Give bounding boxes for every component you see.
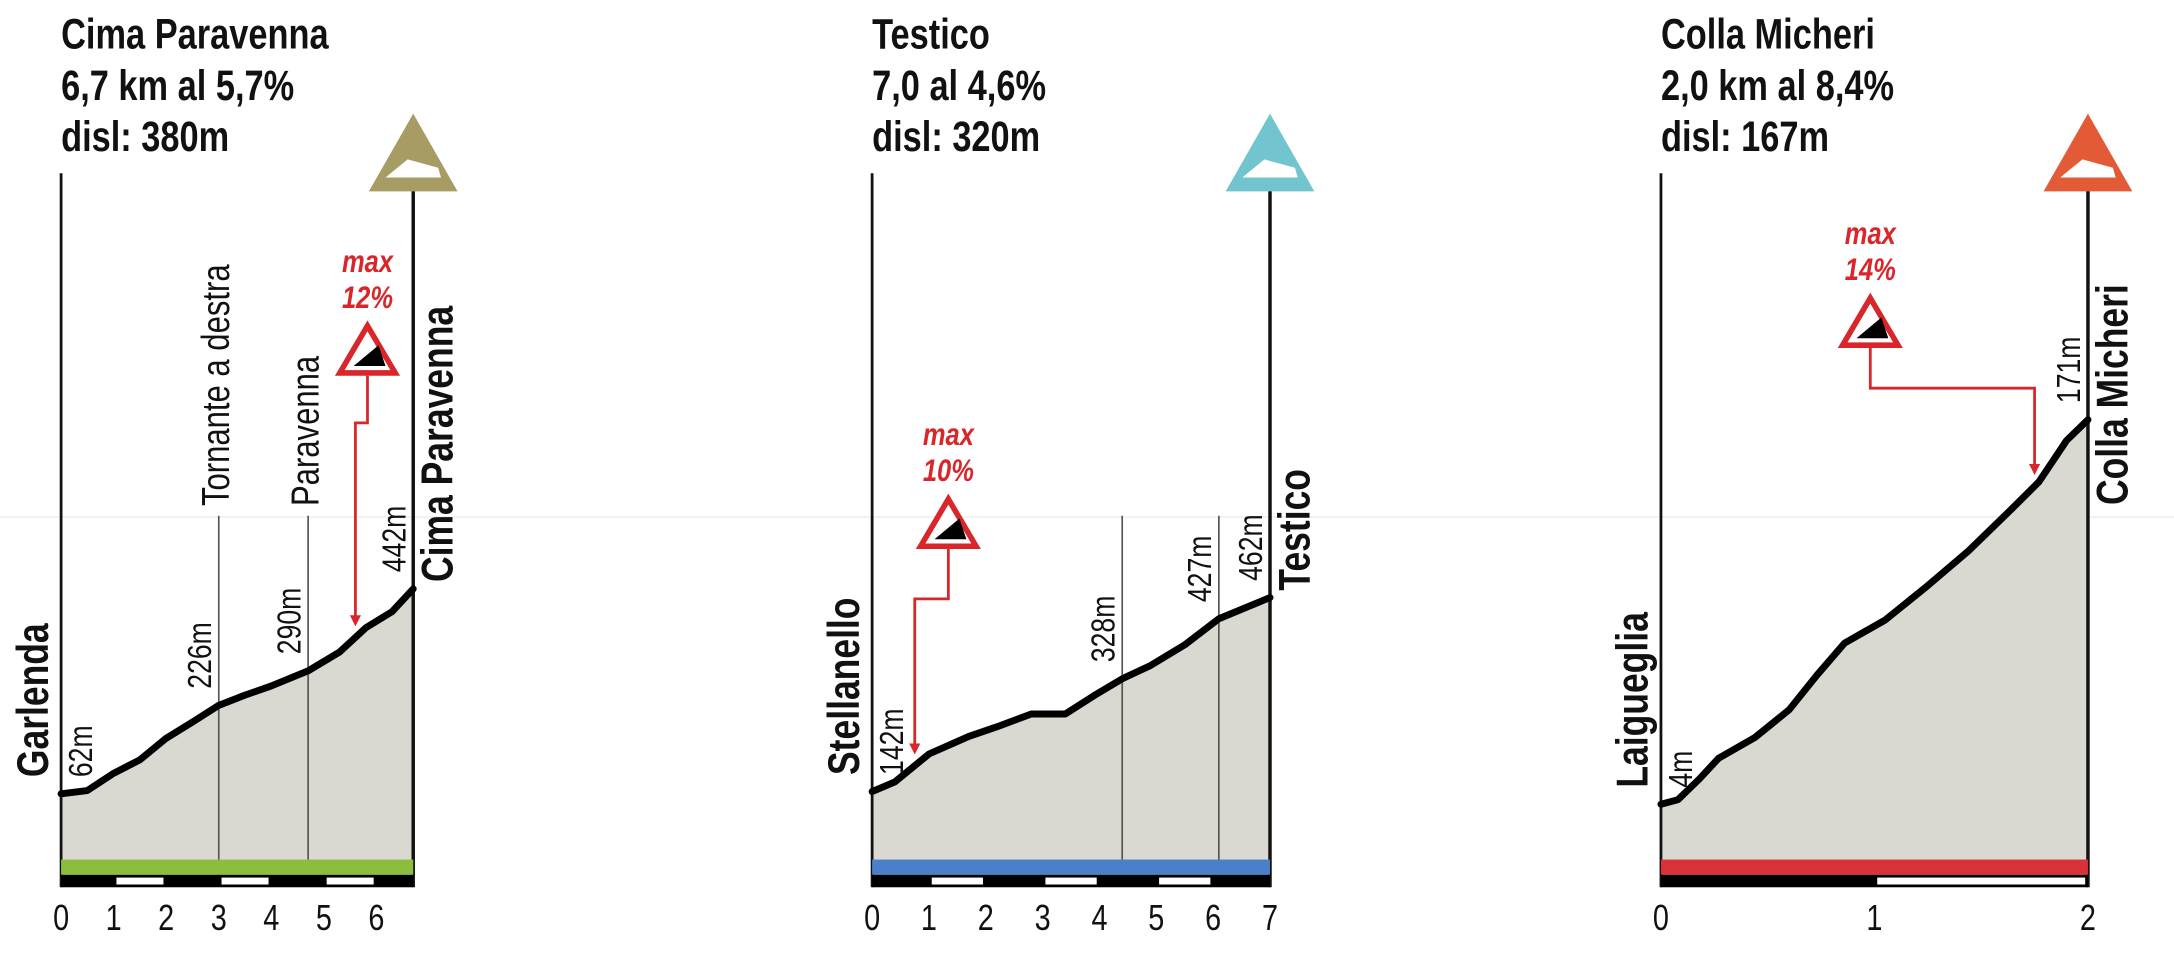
climb-title: Testico xyxy=(872,11,990,58)
summit-icon-road xyxy=(385,159,441,178)
x-tick-label: 3 xyxy=(1035,897,1051,938)
climb-subtitle: 2,0 km al 8,4% xyxy=(1661,62,1894,109)
profile-area xyxy=(872,597,1270,860)
x-tick-label: 3 xyxy=(211,897,227,938)
summit-icon xyxy=(1225,113,1315,192)
scale-segment xyxy=(1877,877,2086,885)
climb-subtitle: disl: 167m xyxy=(1661,114,1829,161)
x-tick-label: 4 xyxy=(263,897,279,938)
elevation-label: 4m xyxy=(1663,751,1699,788)
elevation-label: 427m xyxy=(1182,536,1218,603)
warning-slope xyxy=(353,345,386,366)
waypoint-label: Tornante a destra xyxy=(195,264,238,506)
elevation-label: 442m xyxy=(377,506,413,573)
profile-area xyxy=(61,588,414,860)
max-arrow xyxy=(354,375,369,619)
climb-title: Cima Paravenna xyxy=(61,11,329,58)
start-place: Laigueglia xyxy=(1608,612,1658,788)
gradient-bar xyxy=(1660,859,2088,875)
gradient-bar xyxy=(872,859,1270,875)
max-arrow xyxy=(1868,347,2036,467)
summit-icon xyxy=(368,113,458,192)
x-tick-label: 0 xyxy=(1653,897,1669,938)
x-tick-label: 6 xyxy=(368,897,384,938)
warning-slope xyxy=(1856,317,1889,339)
x-tick-label: 5 xyxy=(316,897,332,938)
start-place: Garlenda xyxy=(8,623,58,777)
elevation-label: 171m xyxy=(2051,337,2087,404)
max-text: max xyxy=(342,244,395,279)
gradient-bar xyxy=(61,859,414,875)
max-arrowhead xyxy=(2029,463,2041,476)
x-tick-label: 1 xyxy=(921,897,937,938)
elevation-label: 226m xyxy=(182,622,218,689)
profile-area xyxy=(1660,419,2088,860)
max-text: max xyxy=(923,418,976,453)
max-value: 10% xyxy=(923,454,974,489)
x-tick-label: 4 xyxy=(1091,897,1107,938)
profile-line xyxy=(57,585,417,798)
profile-line xyxy=(868,594,1274,796)
scale-segment xyxy=(931,877,984,885)
x-tick-label: 7 xyxy=(1262,897,1278,938)
climb-subtitle: disl: 380m xyxy=(61,114,229,161)
max-value: 12% xyxy=(342,280,393,315)
max-arrowhead xyxy=(909,743,921,755)
elevation-label: 142m xyxy=(874,708,910,775)
scale-segment xyxy=(326,877,374,885)
elevation-label: 290m xyxy=(272,588,308,655)
x-tick-label: 2 xyxy=(978,897,994,938)
max-text: max xyxy=(1845,216,1898,251)
summit-icon xyxy=(2043,113,2133,192)
max-value: 14% xyxy=(1845,253,1896,288)
summit-icon-road xyxy=(1242,159,1298,178)
x-tick-label: 1 xyxy=(1866,897,1882,938)
max-arrowhead xyxy=(349,615,361,627)
x-tick-label: 0 xyxy=(864,897,880,938)
x-tick-label: 1 xyxy=(106,897,122,938)
climb-subtitle: disl: 320m xyxy=(872,114,1040,161)
warning-slope xyxy=(934,518,967,540)
x-tick-label: 5 xyxy=(1148,897,1164,938)
x-tick-label: 2 xyxy=(158,897,174,938)
scale-segment xyxy=(221,877,269,885)
x-tick-label: 0 xyxy=(53,897,69,938)
end-place: Cima Paravenna xyxy=(413,305,463,582)
waypoint-label: Paravenna xyxy=(284,355,327,506)
climb-subtitle: 7,0 al 4,6% xyxy=(872,62,1046,109)
start-place: Stellanello xyxy=(819,598,869,775)
elevation-label: 462m xyxy=(1233,514,1269,581)
scale-segment xyxy=(1159,877,1211,885)
elevation-label: 62m xyxy=(63,725,99,777)
summit-icon-road xyxy=(2060,159,2116,178)
x-tick-label: 2 xyxy=(2080,897,2096,938)
max-arrow xyxy=(913,549,950,747)
scale-segment xyxy=(1045,877,1097,885)
elevation-label: 328m xyxy=(1086,596,1122,663)
climb-subtitle: 6,7 km al 5,7% xyxy=(61,62,294,109)
scale-segment xyxy=(116,877,164,885)
profile-line xyxy=(1657,416,2092,808)
end-place: Colla Micheri xyxy=(2088,284,2138,505)
end-place: Testico xyxy=(1270,469,1320,591)
climb-title: Colla Micheri xyxy=(1661,11,1875,58)
x-tick-label: 6 xyxy=(1205,897,1221,938)
